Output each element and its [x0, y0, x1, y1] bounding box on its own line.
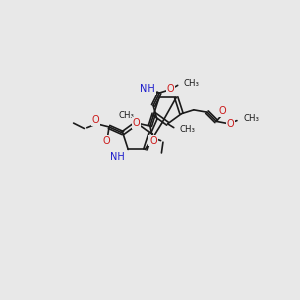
Text: O: O [149, 136, 157, 146]
Text: O: O [218, 106, 226, 116]
Text: O: O [142, 84, 149, 94]
Text: O: O [103, 136, 110, 146]
Text: O: O [133, 118, 141, 128]
Text: CH₃: CH₃ [243, 114, 259, 123]
Text: NH: NH [110, 152, 125, 162]
Text: O: O [227, 119, 235, 129]
Text: O: O [167, 84, 175, 94]
Text: NH: NH [140, 84, 155, 94]
Text: CH₃: CH₃ [179, 125, 195, 134]
Text: O: O [92, 115, 99, 125]
Text: CH₃: CH₃ [184, 79, 200, 88]
Text: CH₃: CH₃ [119, 111, 135, 120]
